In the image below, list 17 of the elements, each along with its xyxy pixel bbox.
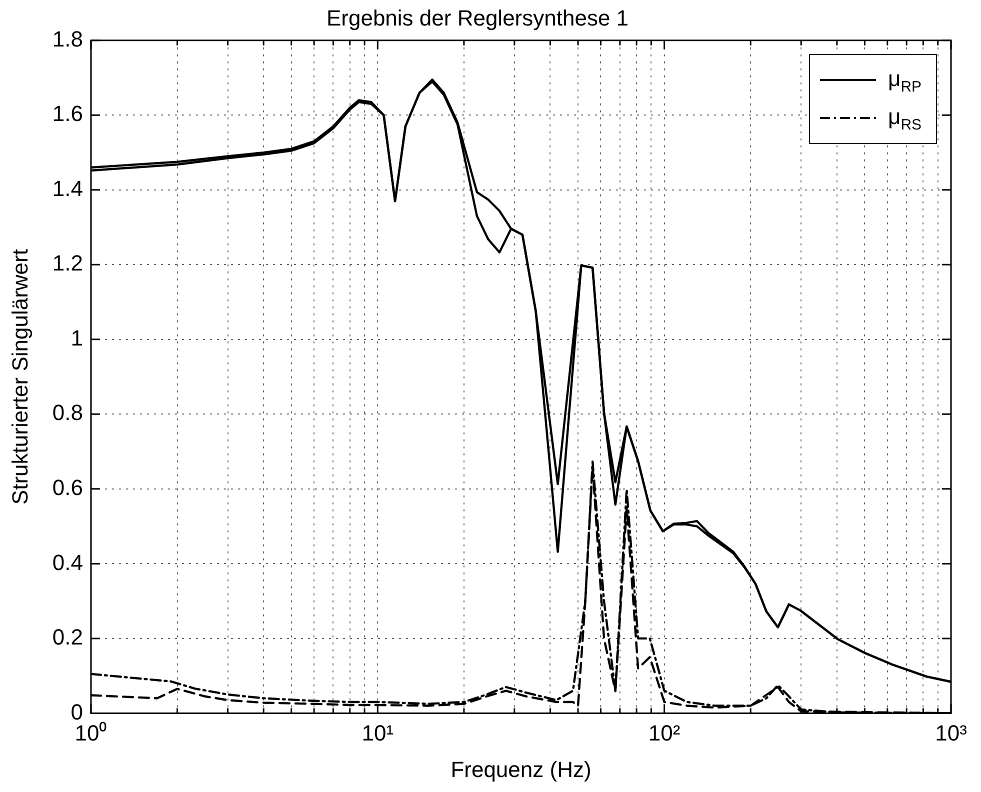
y-tick-label: 1 xyxy=(70,325,83,350)
y-tick-label: 1.6 xyxy=(52,101,83,126)
y-tick-label: 0.6 xyxy=(52,474,83,500)
x-tick-label: 10² xyxy=(648,720,680,746)
x-tick-label: 10¹ xyxy=(362,720,394,746)
legend-label: μ$_{RS}$ xyxy=(888,104,922,134)
y-axis-title: Strukturierter Singulärwert xyxy=(7,249,32,505)
y-tick-label: 0.8 xyxy=(52,400,83,426)
x-axis-title: Frequenz (Hz) xyxy=(450,756,592,782)
chart-title: Ergebnis der Reglersynthese 1 xyxy=(326,5,629,30)
y-tick-label: 1.2 xyxy=(52,250,83,276)
y-tick-label: 0.2 xyxy=(52,624,83,650)
y-tick-label: 1.4 xyxy=(52,176,83,201)
legend-label: μ$_{RP}$ xyxy=(888,66,922,96)
x-tick-label: 10³ xyxy=(935,720,967,746)
y-tick-label: 1.8 xyxy=(52,26,83,52)
y-tick-label: 0.4 xyxy=(52,550,83,575)
